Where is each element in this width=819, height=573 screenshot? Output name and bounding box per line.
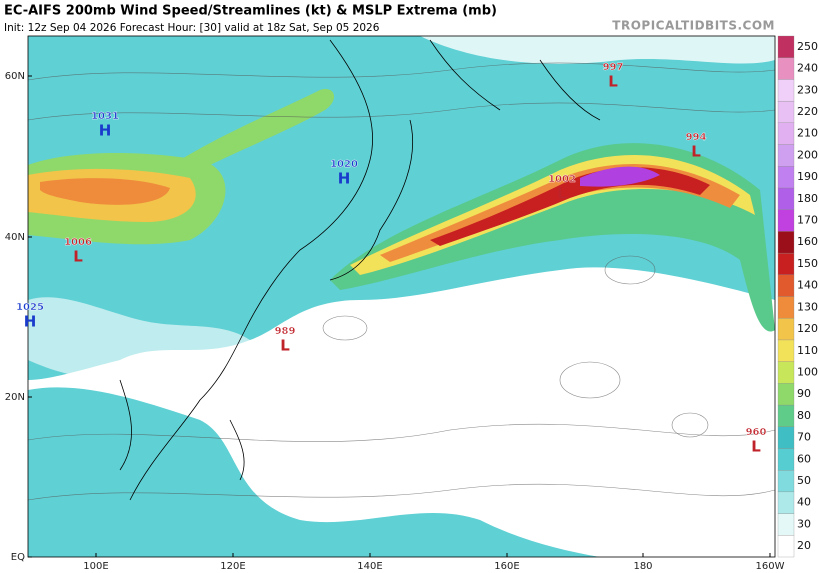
pressure-letter: L — [691, 143, 701, 161]
colorbar-swatch — [777, 513, 795, 536]
lon-label: 180 — [633, 561, 652, 572]
colorbar-label: 130 — [797, 300, 818, 313]
colorbar-swatch — [777, 339, 795, 362]
pressure-value: 1025 — [16, 302, 44, 313]
colorbar-swatch — [777, 79, 795, 102]
colorbar-label: 250 — [797, 40, 818, 53]
map — [28, 36, 775, 557]
colorbar-label: 140 — [797, 279, 818, 292]
pressure-letter: H — [338, 170, 351, 188]
colorbar-swatch — [777, 57, 795, 80]
colorbar-swatch — [777, 491, 795, 514]
colorbar-label: 180 — [797, 192, 818, 205]
colorbar-label: 20 — [797, 539, 811, 552]
pressure-value: 1020 — [330, 159, 358, 170]
colorbar-swatch — [777, 144, 795, 167]
colorbar-swatch — [777, 448, 795, 471]
pressure-value: 1006 — [64, 237, 92, 248]
lat-label: 20N — [5, 392, 25, 403]
pressure-letter: H — [24, 313, 37, 331]
title: EC-AIFS 200mb Wind Speed/Streamlines (kt… — [4, 4, 497, 19]
colorbar-label: 50 — [797, 474, 811, 487]
pressure-letter: H — [99, 122, 112, 140]
colorbar-swatch — [777, 100, 795, 123]
colorbar-swatch — [777, 252, 795, 275]
colorbar-swatch — [777, 274, 795, 297]
colorbar-swatch — [777, 296, 795, 319]
colorbar-label: 150 — [797, 257, 818, 270]
pressure-value: 960 — [746, 427, 767, 438]
colorbar-swatch — [777, 535, 795, 558]
colorbar-label: 160 — [797, 235, 818, 248]
colorbar-swatch — [777, 209, 795, 232]
colorbar-swatch — [777, 35, 795, 58]
colorbar-swatch — [777, 122, 795, 145]
pressure-letter: L — [280, 337, 290, 355]
colorbar-label: 30 — [797, 517, 811, 530]
pressure-value: 989 — [275, 326, 296, 337]
colorbar-label: 200 — [797, 148, 818, 161]
colorbar-label: 70 — [797, 431, 811, 444]
colorbar-swatch — [777, 187, 795, 210]
lon-label: 120E — [220, 561, 245, 572]
lat-label: 60N — [5, 71, 25, 82]
pressure-letter: L — [751, 438, 761, 456]
lat-label: EQ — [11, 552, 25, 563]
colorbar-swatch — [777, 318, 795, 341]
colorbar-label: 240 — [797, 62, 818, 75]
colorbar-label: 120 — [797, 322, 818, 335]
lon-label: 160W — [756, 561, 785, 572]
colorbar-swatch — [777, 166, 795, 189]
colorbar-swatch — [777, 383, 795, 406]
colorbar-label: 230 — [797, 83, 818, 96]
pressure-letter: L — [557, 185, 567, 203]
colorbar-swatch — [777, 470, 795, 493]
lon-label: 100E — [83, 561, 108, 572]
pressure-letter: L — [608, 73, 618, 91]
colorbar-label: 170 — [797, 214, 818, 227]
colorbar-label: 100 — [797, 365, 818, 378]
colorbar-label: 220 — [797, 105, 818, 118]
colorbar-swatch — [777, 404, 795, 427]
colorbar-label: 90 — [797, 387, 811, 400]
pressure-value: 997 — [603, 62, 624, 73]
colorbar-swatch — [777, 361, 795, 384]
colorbar-label: 110 — [797, 344, 818, 357]
pressure-value: 1031 — [91, 111, 119, 122]
watermark: TROPICALTIDBITS.COM — [612, 19, 775, 33]
colorbar-swatch — [777, 231, 795, 254]
colorbar-label: 210 — [797, 127, 818, 140]
colorbar-label: 80 — [797, 409, 811, 422]
lat-label: 40N — [5, 232, 25, 243]
pressure-value: 1002 — [548, 174, 576, 185]
subtitle: Init: 12z Sep 04 2026 Forecast Hour: [30… — [4, 22, 380, 34]
lon-label: 140E — [357, 561, 382, 572]
colorbar-swatch — [777, 426, 795, 449]
lon-label: 160E — [494, 561, 519, 572]
colorbar-label: 60 — [797, 452, 811, 465]
colorbar-label: 40 — [797, 496, 811, 509]
colorbar-label: 190 — [797, 170, 818, 183]
pressure-letter: L — [73, 248, 83, 266]
pressure-value: 994 — [686, 132, 707, 143]
